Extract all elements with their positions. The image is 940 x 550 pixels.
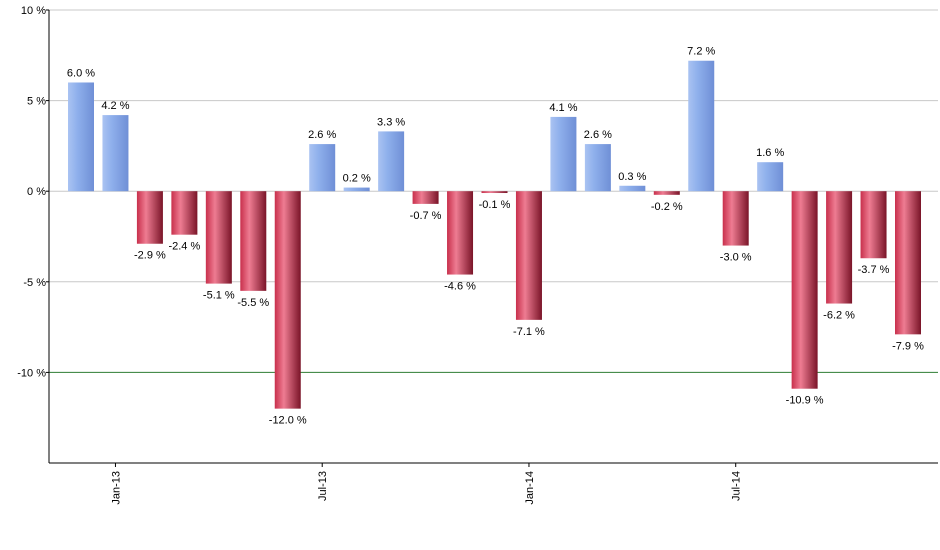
value-label: -4.6 % bbox=[444, 281, 476, 293]
value-label: 6.0 % bbox=[67, 67, 95, 79]
bar bbox=[274, 191, 301, 409]
x-tick-label: Jan-14 bbox=[524, 471, 536, 505]
value-label: 0.3 % bbox=[618, 171, 646, 183]
value-label: 0.2 % bbox=[343, 173, 371, 185]
bar bbox=[447, 191, 474, 275]
y-tick-label: -5 % bbox=[23, 277, 46, 289]
value-label: -5.5 % bbox=[237, 297, 269, 309]
value-label: -6.2 % bbox=[823, 310, 855, 322]
bar bbox=[171, 191, 198, 235]
value-label: -3.7 % bbox=[858, 264, 890, 276]
value-label: -2.9 % bbox=[134, 250, 166, 262]
value-label: 4.1 % bbox=[549, 102, 577, 114]
bar bbox=[826, 191, 853, 304]
y-tick-label: 10 % bbox=[21, 5, 46, 17]
value-label: -12.0 % bbox=[269, 415, 307, 427]
bar bbox=[378, 131, 405, 192]
bar bbox=[619, 185, 646, 192]
value-label: -0.2 % bbox=[651, 201, 683, 213]
bar bbox=[550, 116, 577, 192]
value-label: -0.1 % bbox=[479, 199, 511, 211]
bar bbox=[515, 191, 542, 320]
bar bbox=[791, 191, 818, 389]
bar bbox=[240, 191, 267, 291]
value-label: -3.0 % bbox=[720, 252, 752, 264]
bar bbox=[136, 191, 163, 244]
bar bbox=[481, 191, 508, 194]
bar bbox=[860, 191, 887, 259]
bar bbox=[309, 144, 336, 192]
bar bbox=[653, 191, 680, 195]
bar bbox=[688, 60, 715, 192]
value-label: -2.4 % bbox=[168, 241, 200, 253]
value-label: -0.7 % bbox=[410, 210, 442, 222]
bar bbox=[584, 144, 611, 192]
bar bbox=[412, 191, 439, 204]
y-tick-label: 0 % bbox=[27, 186, 46, 198]
value-label: 2.6 % bbox=[584, 129, 612, 141]
value-label: 4.2 % bbox=[101, 100, 129, 112]
y-tick-label: 5 % bbox=[27, 96, 46, 108]
value-label: 3.3 % bbox=[377, 116, 405, 128]
bar bbox=[343, 187, 370, 192]
bar bbox=[895, 191, 921, 335]
value-label: -5.1 % bbox=[203, 290, 235, 302]
bar bbox=[102, 115, 129, 192]
value-label: 2.6 % bbox=[308, 129, 336, 141]
value-label: 7.2 % bbox=[687, 46, 715, 58]
bar bbox=[757, 162, 784, 192]
bar bbox=[68, 82, 94, 192]
value-label: -10.9 % bbox=[786, 395, 824, 407]
value-label: -7.9 % bbox=[892, 340, 924, 352]
bar bbox=[722, 191, 749, 246]
value-label: -7.1 % bbox=[513, 326, 545, 338]
value-label: 1.6 % bbox=[756, 147, 784, 159]
bar bbox=[205, 191, 232, 284]
x-tick-label: Jul-13 bbox=[317, 471, 329, 501]
x-tick-label: Jan-13 bbox=[110, 471, 122, 505]
x-tick-label: Jul-14 bbox=[731, 471, 743, 501]
y-tick-label: -10 % bbox=[17, 367, 46, 379]
